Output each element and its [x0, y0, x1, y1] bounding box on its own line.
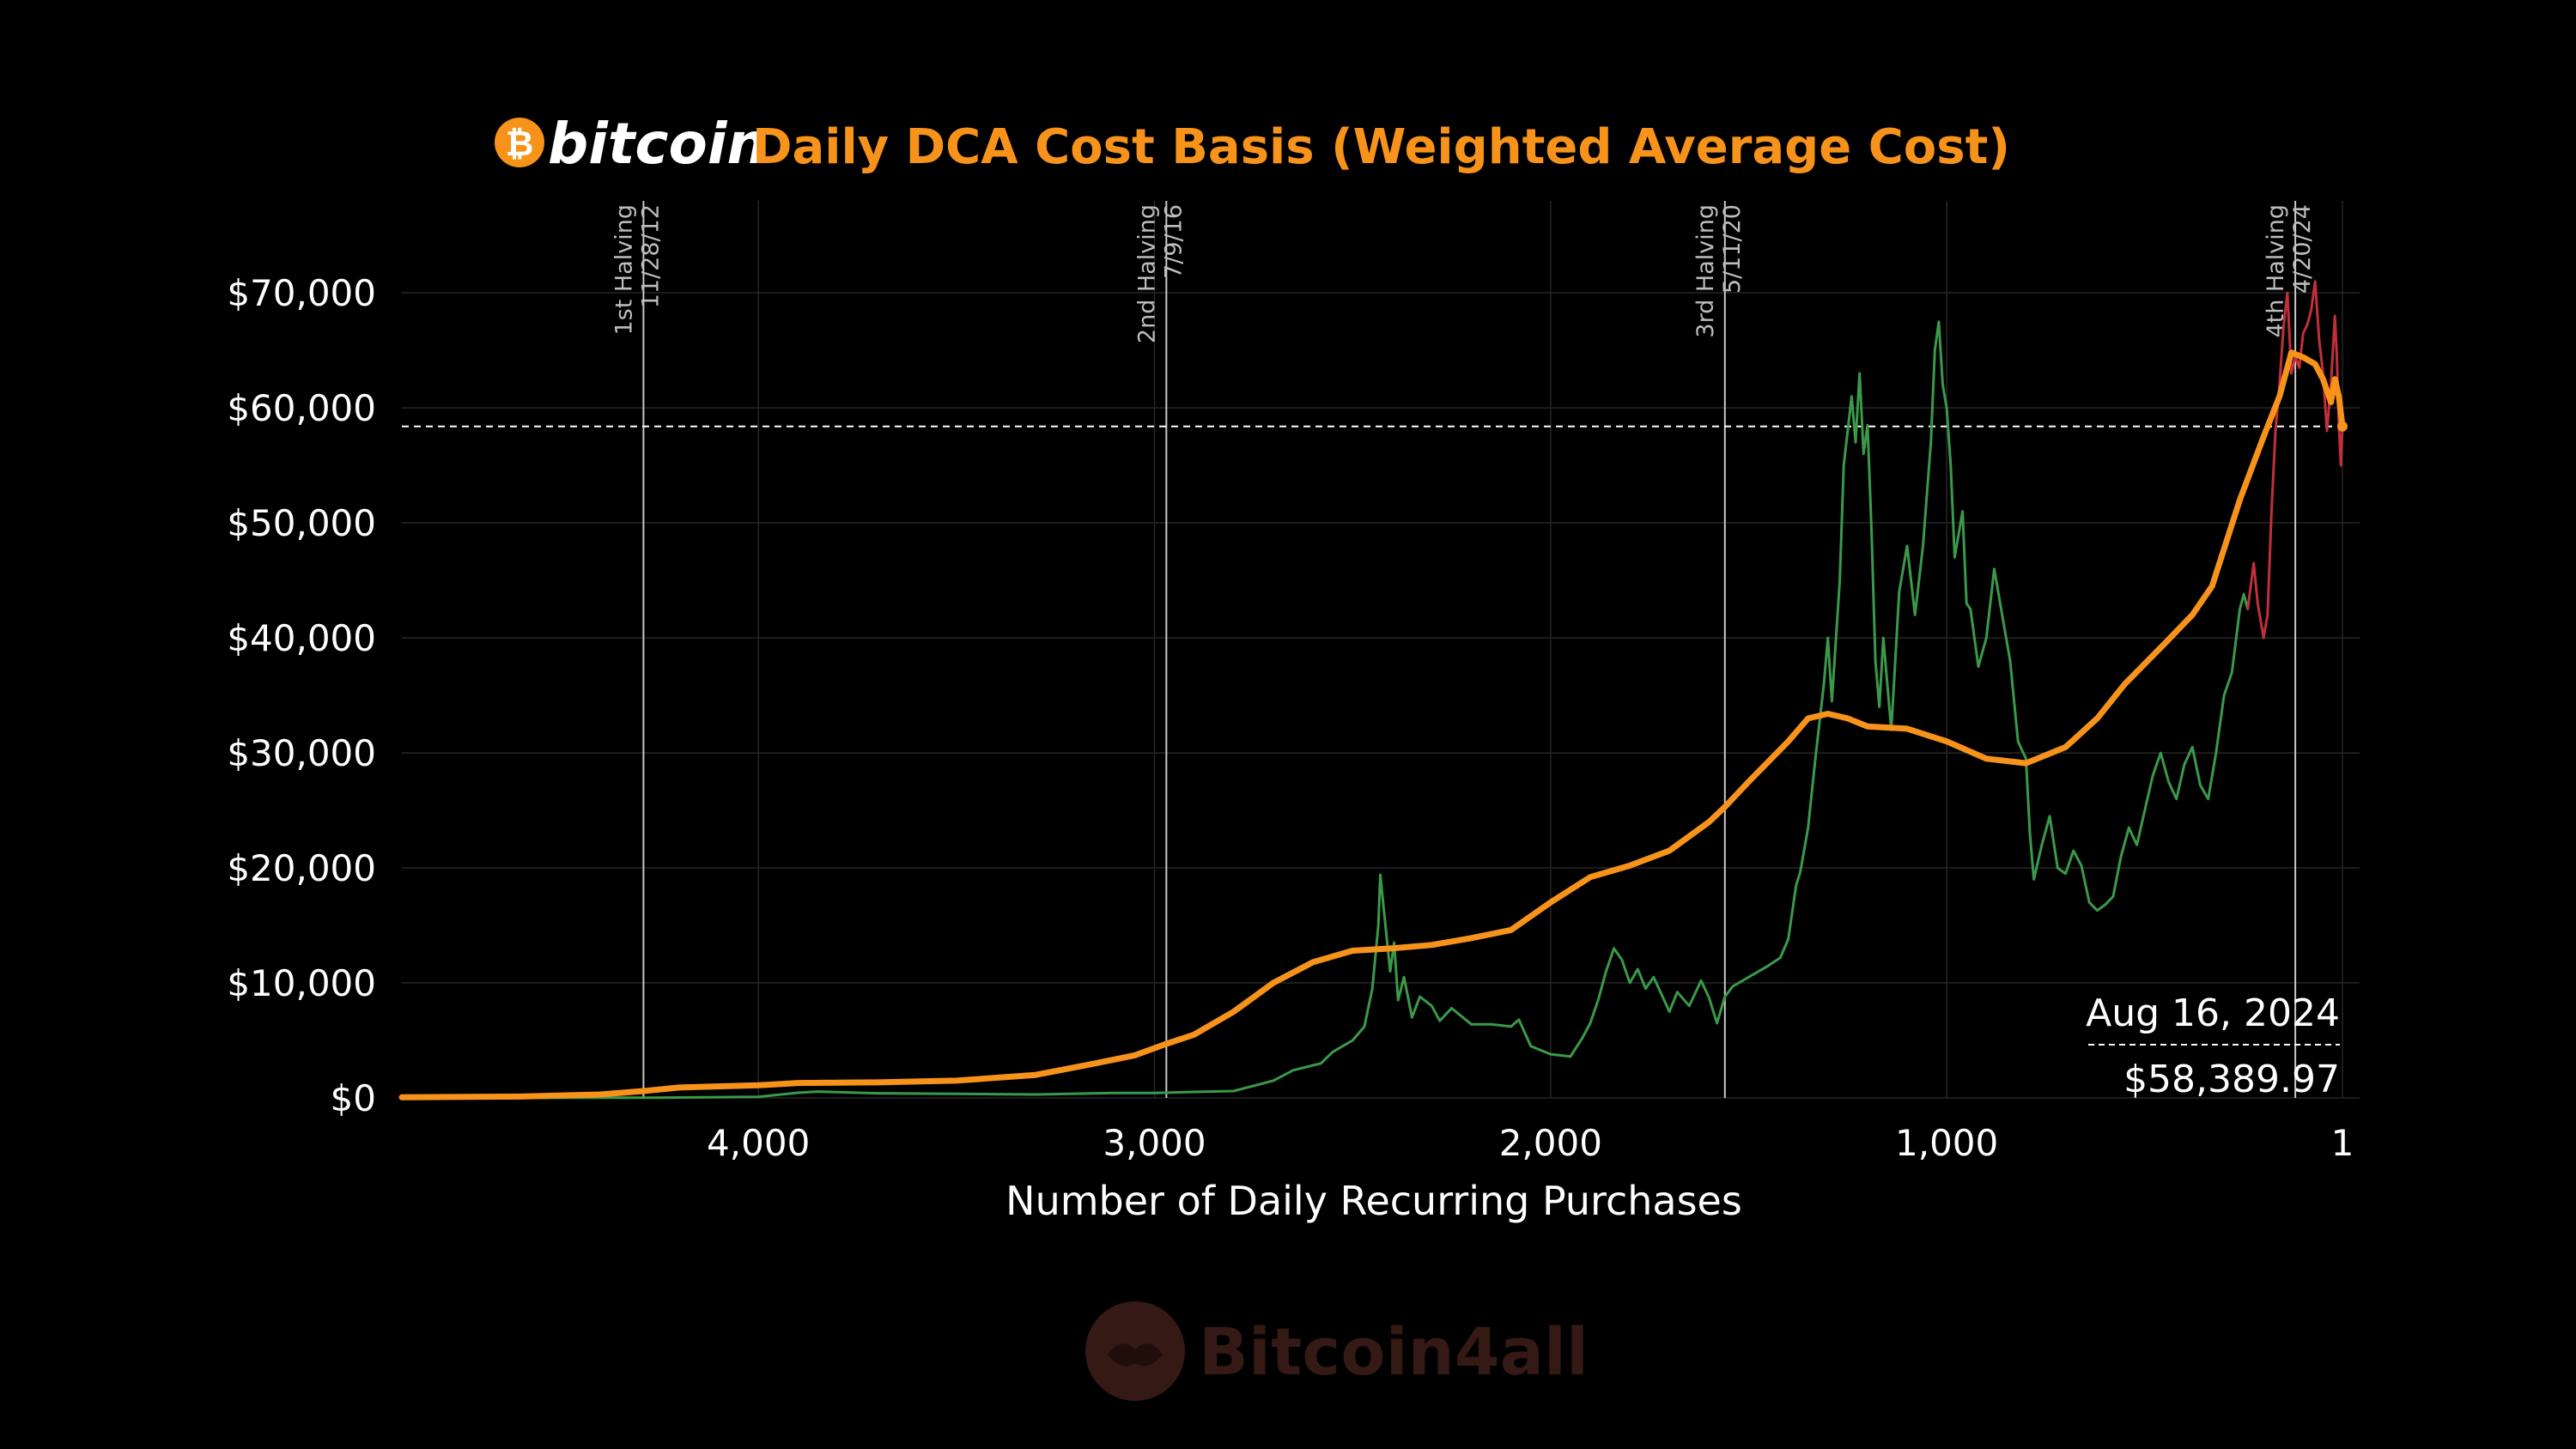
cost-basis-endpoint: [2337, 421, 2348, 432]
svg-text:₿: ₿: [506, 124, 534, 164]
annotation-value: $58,389.97: [2123, 1058, 2340, 1101]
x-tick-label: 2,000: [1499, 1122, 1602, 1164]
y-tick-label: $0: [331, 1077, 376, 1119]
halving-date: 5/11/20: [1719, 204, 1746, 294]
title-brand: bitcoin: [548, 111, 768, 177]
x-axis: 4,000 3,000 2,000 1,000 1: [707, 1122, 2354, 1164]
handshake-icon: [1085, 1301, 1185, 1401]
halving-lines: 1st Halving 11/28/12 2nd Halving 7/9/16 3rd …: [611, 201, 2316, 1098]
y-tick-label: $40,000: [227, 617, 376, 659]
x-tick-label: 3,000: [1103, 1122, 1206, 1164]
y-axis: $0 $10,000 $20,000 $30,000 $40,000 $50,000 $60…: [227, 272, 376, 1119]
halving-date: 7/9/16: [1160, 204, 1187, 279]
watermark-text: Bitcoin4all: [1199, 1313, 1589, 1390]
annotation-date: Aug 16, 2024: [2086, 991, 2340, 1035]
cost-basis-line: [398, 349, 2346, 1100]
chart-title: ₿ bitcoin Daily DCA Cost Basis (Weighted…: [495, 111, 2010, 177]
price-line-green: [400, 320, 2250, 1100]
price-line-red: [2246, 280, 2344, 640]
halving-label: 1st Halving: [611, 204, 637, 336]
halving-label: 2nd Halving: [1133, 204, 1160, 343]
x-tick-label: 1: [2331, 1122, 2354, 1164]
title-text: Daily DCA Cost Basis (Weighted Average C…: [752, 119, 2010, 175]
y-tick-label: $70,000: [227, 272, 376, 314]
y-tick-label: $30,000: [227, 732, 376, 774]
y-tick-label: $10,000: [227, 962, 376, 1004]
y-tick-label: $50,000: [227, 502, 376, 544]
y-tick-label: $60,000: [227, 387, 376, 429]
halving-date: 4/20/24: [2289, 204, 2316, 294]
latest-value-annotation: Aug 16, 2024 $58,389.97: [2086, 991, 2340, 1101]
halving-label: 3rd Halving: [1692, 204, 1719, 338]
halving-date: 11/28/12: [637, 204, 664, 308]
y-tick-label: $20,000: [227, 847, 376, 889]
x-axis-label: Number of Daily Recurring Purchases: [1005, 1178, 1742, 1224]
x-tick-label: 4,000: [707, 1122, 810, 1164]
watermark: Bitcoin4all: [1085, 1301, 1589, 1401]
x-tick-label: 1,000: [1895, 1122, 1998, 1164]
series-layer: [398, 280, 2348, 1100]
bitcoin-coin-icon: ₿: [495, 118, 544, 167]
